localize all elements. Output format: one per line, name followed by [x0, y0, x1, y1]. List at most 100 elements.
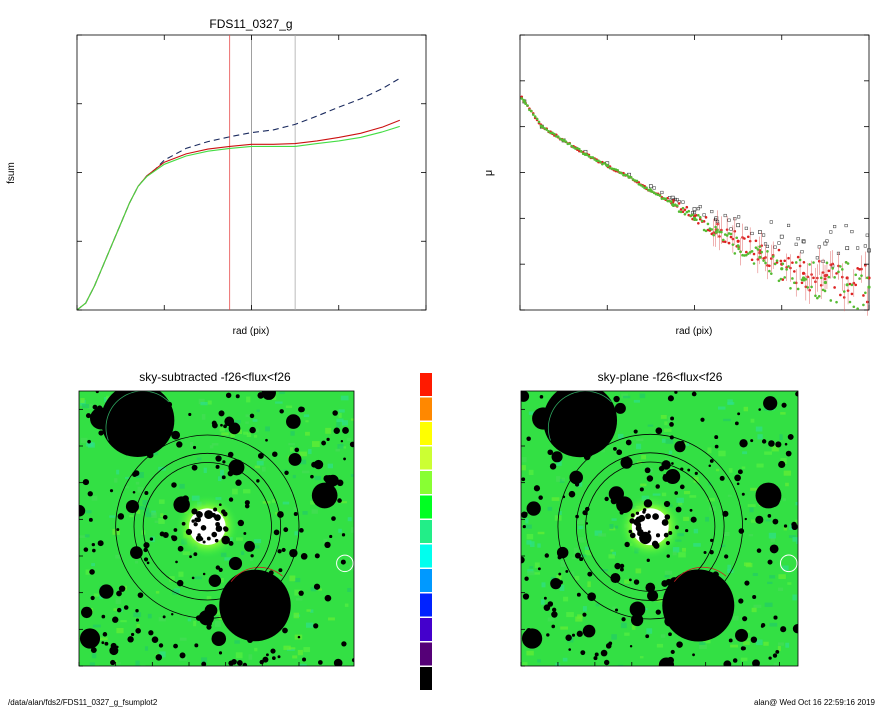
- img2-noise-patch: [785, 642, 790, 648]
- img1-marker-ring: [336, 554, 354, 573]
- img2-mask-spot: [742, 646, 746, 651]
- img1-noise-patch: [314, 475, 322, 481]
- img2-noise-patch: [741, 466, 746, 469]
- img2-star-mask: [532, 407, 555, 430]
- img1-mask-spot: [342, 427, 349, 434]
- img2-mask-spot: [768, 440, 775, 447]
- img1-mask-spot: [242, 662, 248, 666]
- img1-noise-patch: [299, 663, 307, 666]
- mu-point: [714, 225, 717, 229]
- mu-point: [779, 259, 783, 263]
- mu-point: [601, 160, 604, 164]
- img2-noise-patch: [693, 476, 699, 483]
- img1-mask-spot: [171, 535, 178, 542]
- img1-noise-patch: [125, 476, 130, 479]
- img1-noise-patch: [303, 647, 311, 653]
- img2-mask-spot: [600, 649, 608, 657]
- img2-noise-patch: [575, 616, 583, 622]
- img2-noise-patch: [668, 450, 673, 455]
- fsum-series-line-0: [76, 77, 401, 311]
- mu-point: [758, 245, 762, 248]
- img1-noise-patch: [337, 444, 344, 449]
- fsum-series-line-1: [76, 119, 401, 311]
- img2-noise-patch: [556, 460, 562, 466]
- mu-point: [606, 164, 610, 168]
- img1-mask-spot: [326, 437, 330, 441]
- mu-point: [791, 277, 794, 280]
- img1-noise-patch: [254, 465, 261, 469]
- img2-mask-spot: [619, 567, 624, 572]
- img1-mask-spot: [179, 652, 186, 659]
- img1-noise-patch: [158, 518, 165, 524]
- mu-point: [718, 230, 721, 234]
- img2-noise-patch: [551, 497, 560, 501]
- img1-noise-patch: [189, 442, 194, 448]
- mu-point: [535, 117, 539, 121]
- img2-noise-patch: [756, 639, 763, 646]
- img1-noise-patch: [85, 510, 92, 514]
- img2-image-area: [521, 391, 798, 666]
- img1-noise-patch: [245, 414, 250, 418]
- img2-noise-patch: [773, 662, 778, 666]
- colorbar-swatch: [420, 495, 432, 519]
- img2-mask-spot: [655, 609, 661, 615]
- img2-mask-spot: [795, 391, 798, 397]
- img1-mask-spot: [227, 470, 234, 477]
- img2-mask-spot: [646, 558, 650, 562]
- img2-noise-patch: [636, 443, 642, 450]
- img2-mask-spot: [522, 525, 526, 529]
- mu-point: [745, 253, 748, 257]
- mu-point: [856, 307, 859, 310]
- img1-mask-spot: [281, 547, 286, 552]
- img2-mask-spot: [658, 465, 665, 472]
- img1-noise-patch: [201, 414, 206, 420]
- img1-noise-patch: [215, 610, 221, 615]
- img1-noise-patch: [294, 577, 301, 583]
- img1-noise-patch: [335, 448, 340, 452]
- mu-point: [746, 235, 750, 239]
- img1-mask-spot: [127, 636, 134, 643]
- img1-noise-patch: [240, 551, 245, 556]
- mu-point: [570, 144, 573, 148]
- img2-bright-star-mask: [543, 391, 618, 458]
- img2-mask-spot: [565, 569, 569, 573]
- img1-mask-spot: [196, 511, 203, 519]
- img1-mask-spot: [97, 540, 104, 547]
- img1-noise-patch: [196, 457, 202, 461]
- img1-mask-spot: [300, 552, 308, 560]
- mu-point-open-square: [844, 224, 848, 228]
- img2-noise-patch: [631, 624, 636, 630]
- img2-noise-patch: [561, 477, 565, 482]
- img1-mask-spot: [99, 584, 114, 599]
- mu-point-open-square: [727, 218, 731, 222]
- img1-noise-patch: [351, 527, 354, 533]
- img2-noise-patch: [636, 438, 644, 442]
- img2-noise-patch: [595, 603, 600, 607]
- img2-mask-spot: [629, 645, 633, 648]
- mu-point-open-square: [758, 230, 762, 234]
- mu-point: [750, 250, 754, 253]
- img2-mask-spot: [639, 531, 652, 545]
- mu-point: [727, 241, 731, 245]
- img2-mask-spot: [565, 634, 572, 641]
- mu-point: [796, 287, 800, 291]
- img2-mask-spot: [614, 402, 626, 414]
- mu-point: [708, 229, 712, 232]
- img1-noise-patch: [293, 506, 300, 511]
- img2-noise-patch: [646, 628, 653, 634]
- img2-mask-spot: [709, 550, 714, 555]
- img1-mask-spot: [243, 532, 247, 535]
- mu-point: [754, 246, 758, 249]
- img1-star-mask: [90, 407, 112, 430]
- img2-noise-patch: [614, 525, 619, 529]
- img2-mask-spot: [642, 510, 646, 514]
- img1-star-mask: [79, 628, 101, 649]
- img2-mask-spot: [719, 475, 725, 481]
- img2-star-mask: [616, 496, 633, 513]
- img2-mask-spot: [521, 556, 525, 564]
- img2-noise-patch: [537, 531, 545, 535]
- img1-mask-spot: [286, 414, 301, 429]
- colorbar: [420, 373, 432, 690]
- img2-mask-spot: [661, 519, 669, 526]
- mu-point: [835, 300, 838, 304]
